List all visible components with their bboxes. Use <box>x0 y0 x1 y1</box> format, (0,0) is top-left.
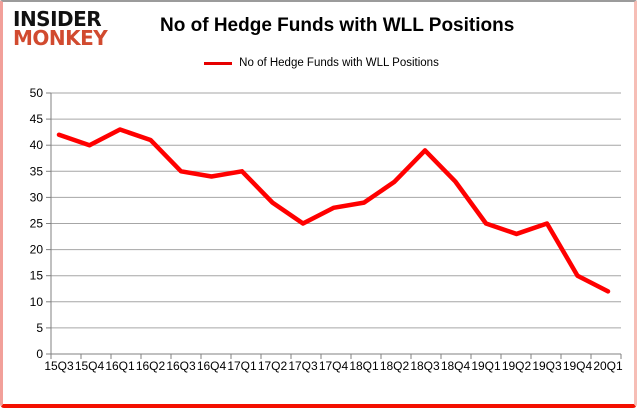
x-axis-label: 16Q2 <box>136 359 166 373</box>
y-axis-label: 25 <box>30 217 44 231</box>
legend-label: No of Hedge Funds with WLL Positions <box>239 57 439 69</box>
y-axis-label: 45 <box>30 112 44 126</box>
x-axis-label: 17Q4 <box>319 359 349 373</box>
x-axis-label: 15Q3 <box>44 359 74 373</box>
x-axis-label: 19Q3 <box>532 359 562 373</box>
x-axis-label: 16Q3 <box>166 359 196 373</box>
line-chart: 0 5 10 15 20 25 30 35 40 45 50 15Q3 15Q4 16Q1 16Q2 16Q3… <box>30 86 623 373</box>
x-axis-label: 18Q1 <box>349 359 379 373</box>
logo-text-insider: INSIDER <box>13 7 102 31</box>
x-axis-label: 16Q1 <box>105 359 135 373</box>
y-axis-label: 10 <box>30 295 44 309</box>
x-axis-label: 19Q4 <box>563 359 593 373</box>
y-axis-label: 0 <box>36 347 43 361</box>
x-axis-label: 15Q4 <box>75 359 105 373</box>
x-axis-label: 19Q2 <box>502 359 532 373</box>
y-axis-label: 15 <box>30 269 44 283</box>
y-axis-label: 40 <box>30 138 44 152</box>
y-axis-label: 20 <box>30 243 44 257</box>
insider-monkey-logo: INSIDER MONKEY <box>13 7 108 50</box>
legend: No of Hedge Funds with WLL Positions <box>3 57 634 69</box>
y-axis-label: 50 <box>30 86 44 100</box>
x-axis-label: 17Q2 <box>258 359 288 373</box>
y-axis-label: 5 <box>36 321 43 335</box>
x-axis-label: 18Q3 <box>410 359 440 373</box>
logo-text-monkey: MONKEY <box>13 26 108 50</box>
y-axis-label: 30 <box>30 190 44 204</box>
x-axis-label: 20Q1 <box>593 359 623 373</box>
x-axis-label: 19Q1 <box>471 359 501 373</box>
x-axis-label: 18Q2 <box>380 359 410 373</box>
legend-line-marker <box>204 61 233 65</box>
chart-title: No of Hedge Funds with WLL Positions <box>160 15 515 36</box>
x-axis-label: 17Q1 <box>227 359 257 373</box>
x-axis-label: 17Q3 <box>288 359 318 373</box>
y-axis-label: 35 <box>30 164 44 178</box>
data-line <box>56 127 611 294</box>
x-axis-label: 18Q4 <box>441 359 471 373</box>
x-axis-label: 16Q4 <box>197 359 227 373</box>
